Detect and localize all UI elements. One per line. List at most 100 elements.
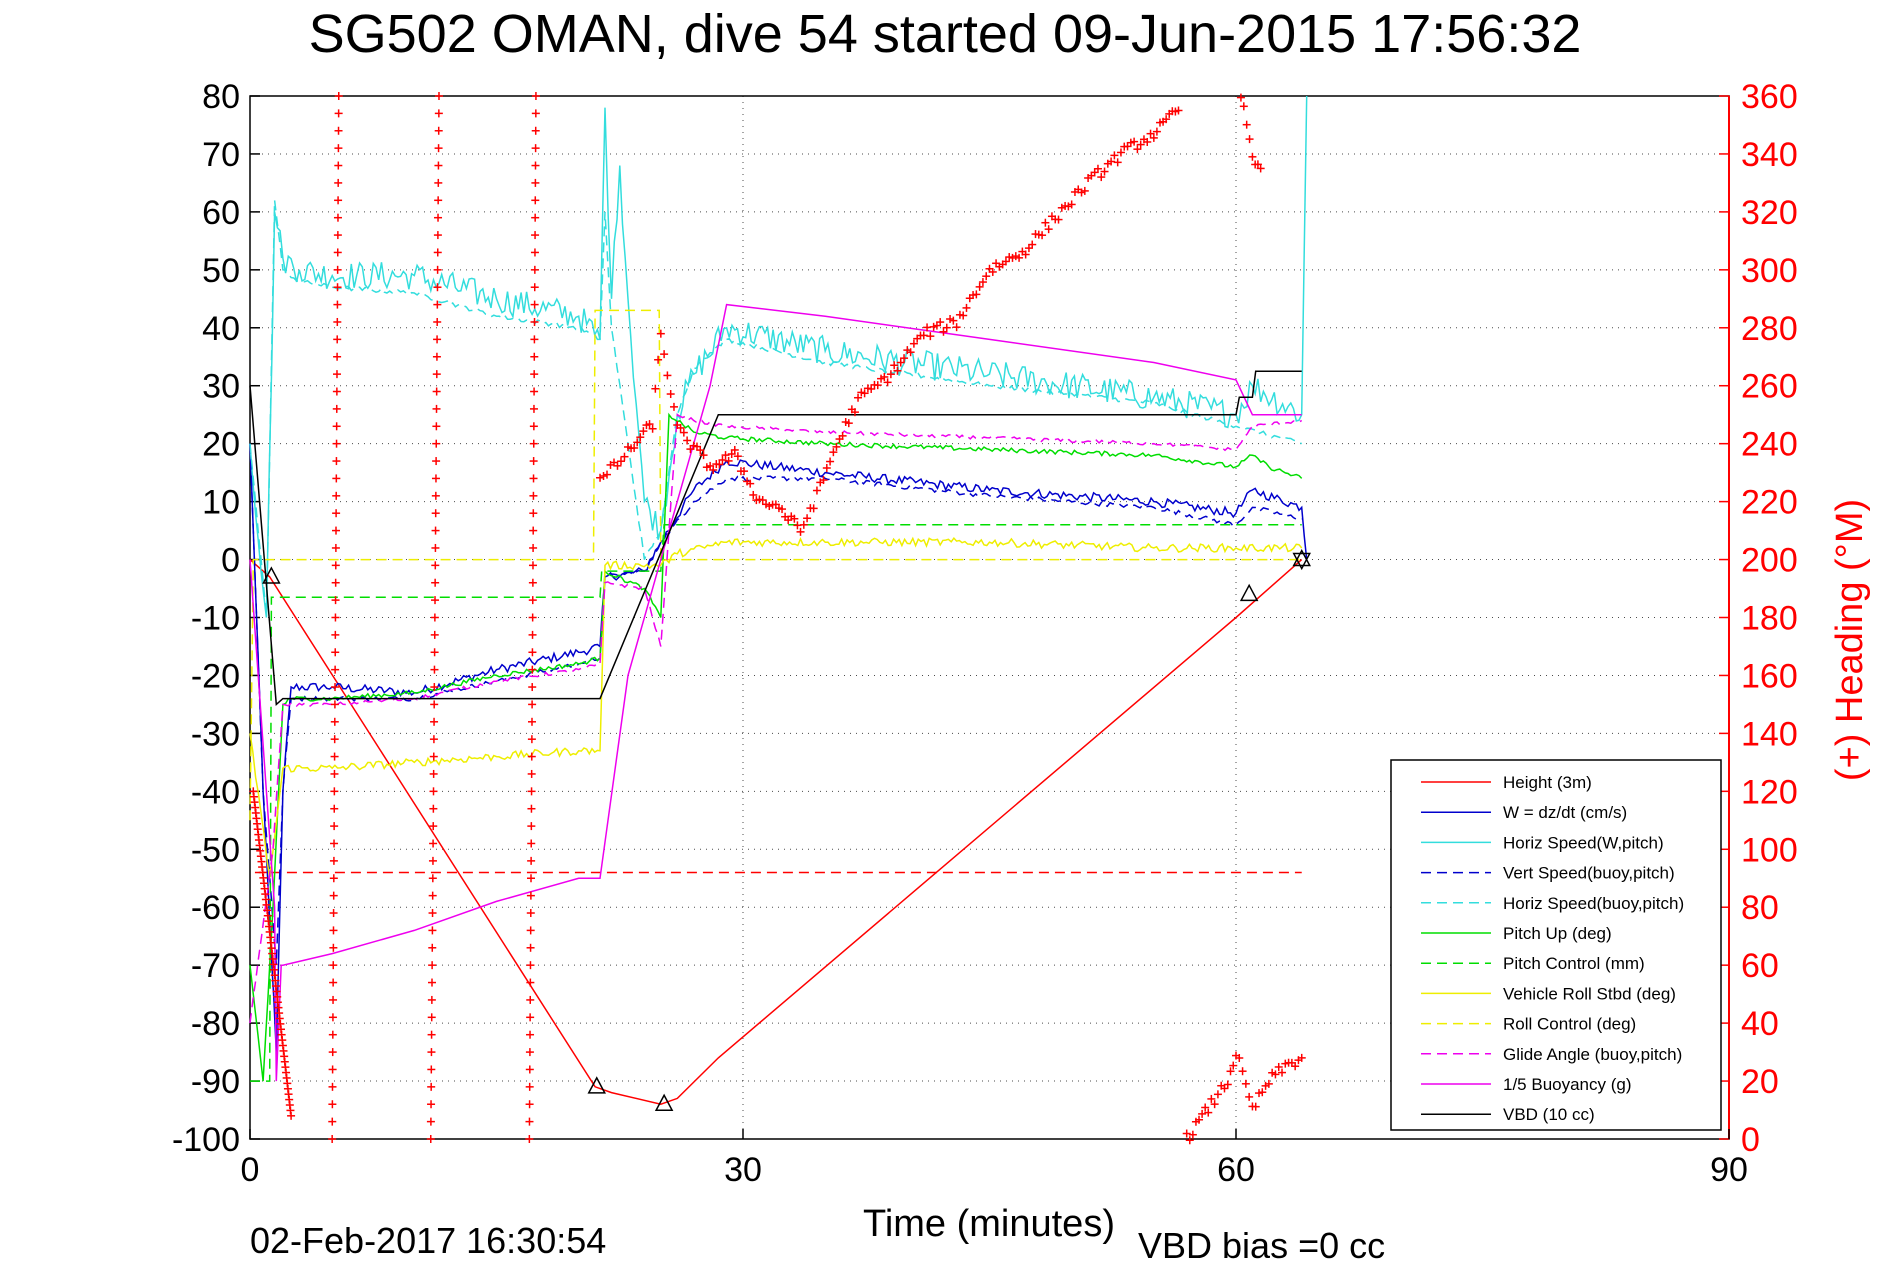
heading-marker (333, 300, 342, 309)
heading-marker (988, 267, 997, 276)
heading-marker (432, 404, 441, 413)
heading-marker (528, 665, 537, 674)
legend-label-2: Horiz Speed(W,pitch) (1503, 833, 1664, 852)
heading-marker (433, 248, 442, 257)
star-marker-up (1292, 548, 1311, 567)
heading-marker (328, 1030, 337, 1039)
y2-tick-label: 320 (1741, 194, 1798, 232)
heading-marker (428, 961, 437, 970)
y2-tick-label: 360 (1741, 78, 1798, 116)
heading-marker (613, 461, 622, 470)
heading-marker (1201, 1103, 1210, 1112)
heading-marker (528, 700, 537, 709)
heading-marker (433, 283, 442, 292)
heading-marker (333, 265, 342, 274)
heading-marker (616, 457, 625, 466)
y2-tick-label: 200 (1741, 542, 1798, 580)
y-tick-label: 0 (221, 542, 240, 580)
heading-marker (1113, 158, 1122, 167)
heading-marker (706, 461, 715, 470)
heading-marker (429, 822, 438, 831)
heading-marker (531, 178, 540, 187)
y-tick-label: -60 (191, 889, 240, 927)
heading-marker (333, 317, 342, 326)
chart-title: SG502 OMAN, dive 54 started 09-Jun-2015 … (309, 4, 1582, 64)
heading-marker (434, 213, 443, 222)
heading-marker (1239, 102, 1248, 111)
heading-marker (639, 427, 648, 436)
heading-marker (1146, 129, 1155, 138)
heading-marker (1291, 1062, 1300, 1071)
heading-marker (428, 943, 437, 952)
heading-marker (527, 769, 536, 778)
heading-marker (528, 561, 537, 570)
heading-marker (758, 496, 767, 505)
heading-marker (429, 769, 438, 778)
heading-marker (430, 630, 439, 639)
y-tick-label: 40 (202, 310, 240, 348)
heading-marker (430, 717, 439, 726)
heading-marker (334, 126, 343, 135)
heading-marker (651, 384, 660, 393)
heading-marker (432, 370, 441, 379)
heading-marker (332, 387, 341, 396)
series-line-6 (250, 524, 1302, 1082)
y-tick-label: 30 (202, 368, 240, 406)
heading-marker (900, 354, 909, 363)
heading-marker (1258, 1088, 1267, 1097)
legend-label-3: Vert Speed(buoy,pitch) (1503, 864, 1675, 883)
heading-marker (909, 339, 918, 348)
heading-marker (333, 335, 342, 344)
heading-marker (1080, 186, 1089, 195)
heading-marker (1174, 106, 1183, 115)
y-tick-label: 60 (202, 194, 240, 232)
heading-marker (531, 196, 540, 205)
heading-marker (432, 439, 441, 448)
heading-marker (663, 371, 672, 380)
heading-marker (328, 1117, 337, 1126)
y-tick-label: -90 (191, 1063, 240, 1101)
heading-marker (740, 467, 749, 476)
heading-marker (1248, 152, 1257, 161)
heading-marker (525, 1117, 534, 1126)
heading-marker (1136, 140, 1145, 149)
heading-marker (1130, 137, 1139, 146)
heading-marker (812, 486, 821, 495)
heading-marker (959, 311, 968, 320)
heading-marker (527, 839, 536, 848)
heading-marker (329, 909, 338, 918)
heading-marker (1097, 173, 1106, 182)
heading-marker (1044, 225, 1053, 234)
left-axis: 80 70 60 50 40 30 20 10 0 -10 -20 -30 -40 -50 -60 -70 -8… (172, 78, 260, 1159)
heading-marker (669, 402, 678, 411)
heading-marker (890, 361, 899, 370)
series-line-3 (249, 443, 1302, 966)
heading-marker (331, 613, 340, 622)
heading-marker (1021, 250, 1030, 259)
heading-marker (531, 231, 540, 240)
heading-marker (1028, 240, 1037, 249)
series-line-0 (249, 559, 1303, 1105)
heading-marker (430, 700, 439, 709)
heading-marker (822, 463, 831, 472)
x-axis-label: Time (minutes) (863, 1203, 1115, 1245)
heading-marker (432, 352, 441, 361)
heading-marker (529, 457, 538, 466)
heading-marker (427, 1030, 436, 1039)
heading-marker (329, 891, 338, 900)
heading-marker (330, 787, 339, 796)
heading-marker (433, 317, 442, 326)
y2-tick-label: 300 (1741, 252, 1798, 290)
heading-marker (1133, 145, 1142, 154)
heading-marker (529, 491, 538, 500)
y2-tick-label: 120 (1741, 773, 1798, 811)
y2-tick-label: 140 (1741, 715, 1798, 753)
heading-marker (525, 1100, 534, 1109)
markers (262, 548, 1311, 1111)
heading-marker (432, 387, 441, 396)
legend-label-9: Glide Angle (buoy,pitch) (1503, 1045, 1682, 1064)
heading-marker (660, 350, 669, 359)
heading-marker (860, 389, 869, 398)
heading-marker (826, 457, 835, 466)
heading-marker (528, 596, 537, 605)
